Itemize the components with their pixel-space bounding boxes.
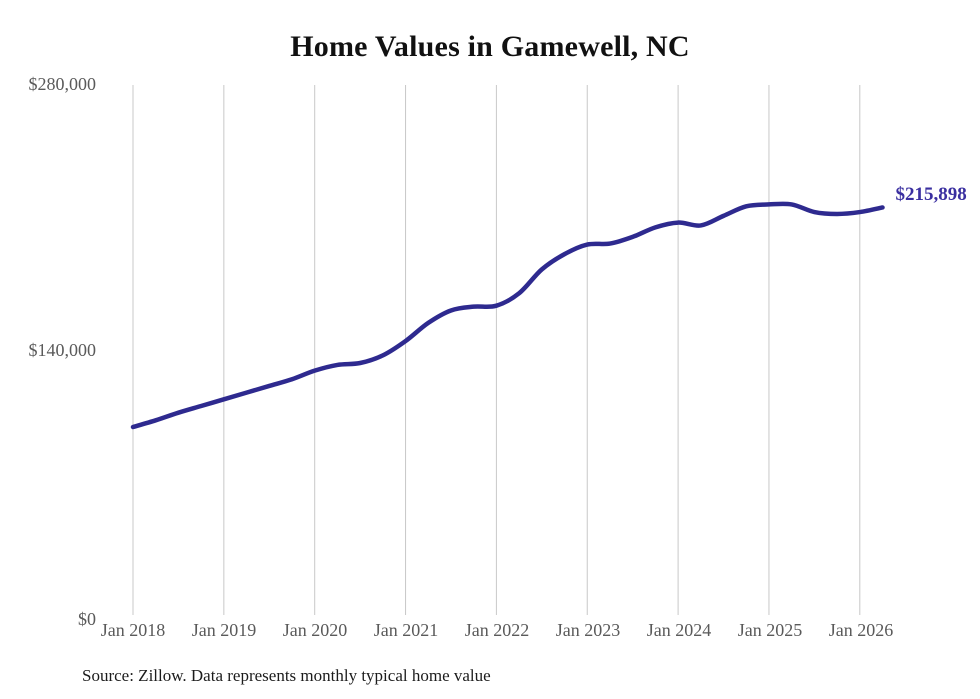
x-axis-tick-label-3: Jan 2021 — [373, 620, 439, 640]
y-axis-tick-label-0: $280,000 — [28, 74, 97, 94]
x-axis-tick-label-1: Jan 2019 — [191, 620, 257, 640]
x-axis-tick-label-7: Jan 2025 — [737, 620, 803, 640]
gridlines-group — [132, 85, 861, 615]
y-axis-tick-label-2: $0 — [78, 609, 96, 629]
source-note: Source: Zillow. Data represents monthly … — [82, 666, 491, 685]
x-axis-tick-label-6: Jan 2024 — [646, 620, 712, 640]
x-axis-tick-label-8: Jan 2026 — [828, 620, 894, 640]
x-axis-tick-label-5: Jan 2023 — [555, 620, 621, 640]
chart-title: Home Values in Gamewell, NC — [290, 30, 690, 63]
x-axis-tick-label-4: Jan 2022 — [464, 620, 530, 640]
y-axis-tick-label-1: $140,000 — [28, 340, 97, 360]
x-axis-tick-label-2: Jan 2020 — [282, 620, 348, 640]
end-value-label: $215,898 — [895, 184, 967, 206]
x-axis-tick-label-0: Jan 2018 — [100, 620, 166, 640]
series-line-typical-home-value — [130, 201, 885, 430]
data-line-group — [130, 201, 885, 430]
